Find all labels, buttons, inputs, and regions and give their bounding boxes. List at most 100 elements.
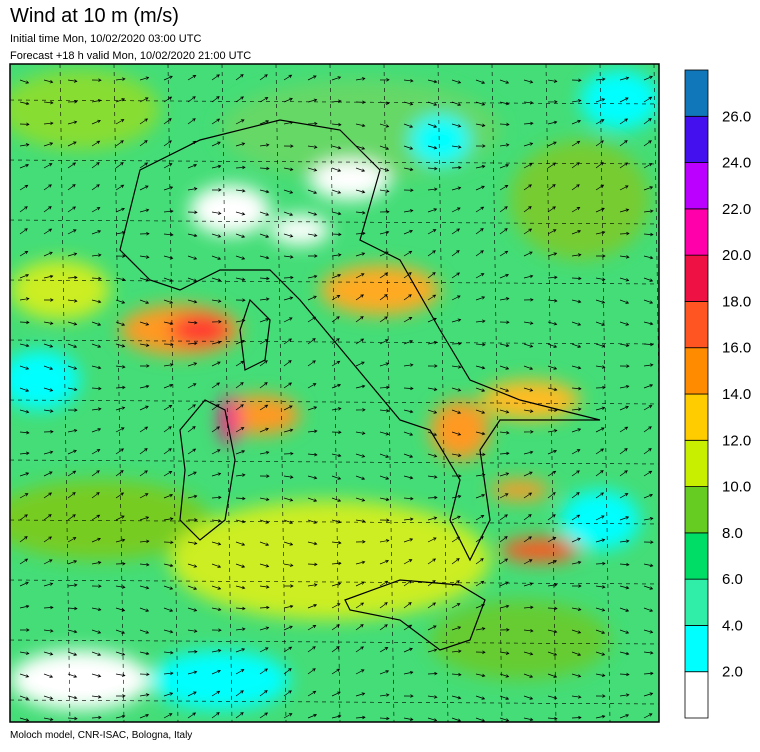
wind-arrow (451, 272, 461, 279)
wind-arrow (499, 451, 510, 456)
wind-arrow (355, 669, 365, 675)
wind-arrow (355, 408, 366, 412)
wind-arrow (331, 189, 342, 194)
wind-arrow (67, 629, 78, 634)
wind-arrow (331, 582, 342, 587)
wind-arrow (547, 583, 558, 587)
wind-arrow (499, 122, 510, 127)
wind-arrow (211, 712, 220, 719)
wind-arrow (67, 408, 78, 412)
wind-arrow (235, 142, 246, 147)
wind-arrow (43, 582, 54, 587)
wind-arrow (67, 206, 76, 213)
wind-arrow (211, 74, 220, 81)
wind-arrow (211, 233, 222, 238)
colorbar-bin (684, 301, 709, 349)
wind-arrow (283, 584, 294, 588)
wind-arrow (115, 406, 126, 411)
wind-arrow (499, 536, 508, 543)
wind-arrow (595, 254, 606, 258)
colorbar-label: 8.0 (722, 525, 743, 542)
wind-arrow (331, 338, 340, 345)
wind-arrow (187, 471, 197, 477)
wind-arrow (235, 541, 246, 546)
wind-arrow (43, 651, 54, 656)
wind-arrow (643, 299, 654, 304)
wind-arrow (451, 603, 461, 609)
wind-arrow (451, 672, 462, 677)
wind-arrow (547, 408, 558, 412)
wind-arrow (643, 651, 654, 655)
wind-arrow (595, 607, 606, 612)
wind-arrow (499, 365, 510, 370)
wind-arrow (475, 319, 486, 323)
wind-arrow (379, 693, 390, 697)
wind-arrow (19, 143, 30, 147)
wind-arrow (571, 560, 582, 565)
wind-arrow (595, 299, 606, 304)
wind-arrow (283, 233, 294, 238)
wind-arrow (67, 387, 78, 392)
wind-arrow (115, 231, 126, 235)
wind-arrow (403, 272, 412, 279)
wind-arrow (331, 76, 342, 81)
wind-arrow (595, 694, 606, 698)
wind-arrow (643, 405, 653, 411)
wind-arrow (427, 625, 437, 631)
wind-arrow (283, 74, 293, 81)
wind-arrow (355, 384, 366, 389)
wind-arrow (403, 624, 413, 631)
wind-arrow (427, 717, 438, 722)
title: Wind at 10 m (m/s) (10, 5, 179, 27)
wind-arrow (499, 143, 510, 147)
wind-arrow (379, 647, 389, 653)
wind-arrow (139, 255, 150, 259)
wind-arrow (187, 448, 197, 455)
wind-arrow (355, 475, 366, 480)
wind-arrow (139, 607, 150, 612)
wind-arrow (427, 431, 438, 436)
wind-arrow (163, 540, 174, 545)
wind-arrow (211, 299, 222, 303)
wind-arrow (235, 627, 246, 631)
wind-arrow (115, 538, 126, 543)
wind-arrow (379, 316, 388, 323)
wind-arrow (403, 188, 414, 192)
wind-arrow (571, 695, 582, 699)
wind-arrow (619, 562, 630, 567)
wind-arrow (163, 448, 172, 455)
wind-arrow (139, 493, 149, 499)
wind-arrow (67, 120, 78, 125)
wind-arrow (139, 651, 150, 656)
wind-arrow (403, 79, 414, 83)
wind-arrow (523, 514, 532, 521)
wind-arrow (67, 99, 78, 104)
wind-arrow (379, 230, 390, 235)
wind-arrow (427, 648, 438, 653)
wind-arrow (427, 537, 437, 543)
wind-arrow (619, 629, 630, 634)
wind-arrow (163, 629, 174, 634)
wind-arrow (331, 407, 342, 411)
wind-arrow (19, 673, 30, 678)
wind-arrow (427, 208, 438, 213)
wind-arrow (211, 426, 220, 433)
wind-arrow (115, 184, 125, 191)
wind-arrow (235, 690, 244, 697)
wind-arrow (115, 585, 126, 589)
wind-arrow (187, 607, 198, 612)
wind-arrow (619, 585, 630, 590)
wind-arrow (619, 231, 630, 236)
wind-arrow (355, 338, 365, 345)
wind-arrow (523, 121, 534, 126)
colorbar-bin (684, 439, 709, 487)
wind-arrow (91, 695, 102, 699)
wind-arrow (427, 187, 438, 191)
wind-arrow (163, 232, 174, 237)
wind-arrow (19, 472, 30, 477)
wind-arrow (43, 492, 53, 499)
wind-arrow (43, 673, 54, 678)
wind-arrow (403, 123, 414, 128)
wind-arrow (283, 646, 293, 653)
wind-arrow (163, 75, 173, 81)
